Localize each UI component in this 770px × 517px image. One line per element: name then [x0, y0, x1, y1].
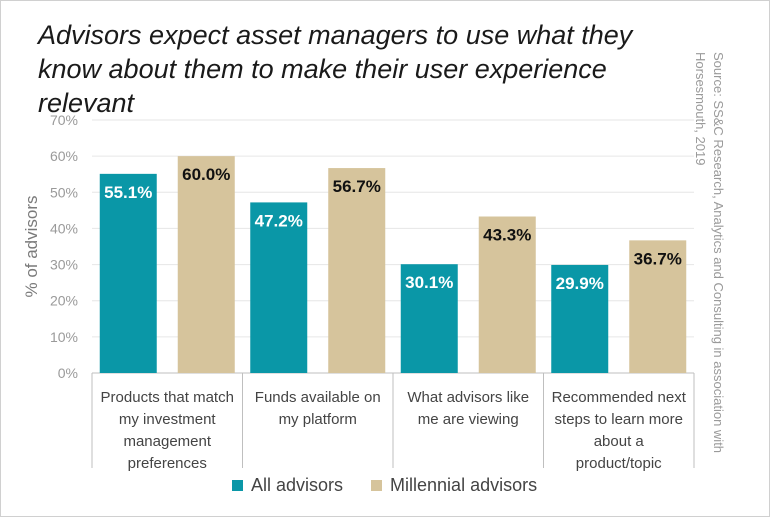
y-tick-label: 40%: [50, 220, 78, 236]
y-axis-label: % of advisors: [22, 195, 41, 297]
legend-item-all-advisors: All advisors: [232, 475, 343, 496]
bar-millennial-advisors: [478, 216, 536, 373]
chart-title: Advisors expect asset managers to use wh…: [38, 20, 633, 118]
bar-millennial-advisors: [177, 156, 235, 373]
data-label: 36.7%: [634, 249, 682, 268]
data-label: 55.1%: [104, 183, 152, 202]
x-tick-label: my investment: [119, 411, 217, 428]
x-tick-label: Recommended next: [552, 389, 687, 406]
x-tick-label: steps to learn more: [555, 411, 683, 428]
legend-label-all-advisors: All advisors: [251, 475, 344, 495]
legend-swatch-all-advisors: [232, 480, 243, 491]
chart-legend: All advisors Millennial advisors: [232, 475, 565, 496]
x-tick-label: my platform: [279, 411, 357, 428]
data-label: 29.9%: [556, 274, 604, 293]
bar-millennial-advisors: [328, 168, 386, 373]
data-label: 56.7%: [333, 177, 381, 196]
y-tick-label: 0%: [58, 365, 78, 381]
bar-all-advisors: [551, 264, 609, 373]
y-tick-label: 50%: [50, 184, 78, 200]
legend-item-millennial-advisors: Millennial advisors: [371, 475, 537, 496]
y-tick-label: 30%: [50, 257, 78, 273]
data-label: 43.3%: [483, 226, 531, 245]
x-tick-label: product/topic: [576, 455, 662, 472]
x-tick-label: Funds available on: [255, 389, 381, 406]
x-tick-label: preferences: [128, 455, 207, 472]
x-tick-label: management: [123, 433, 211, 450]
y-tick-label: 60%: [50, 148, 78, 164]
data-label: 60.0%: [182, 165, 230, 184]
y-tick-label: 70%: [50, 112, 78, 128]
legend-swatch-millennial-advisors: [371, 480, 383, 491]
data-label: 47.2%: [255, 211, 303, 230]
legend-label-millennial-advisors: Millennial advisors: [390, 475, 538, 495]
bar-millennial-advisors: [629, 240, 687, 373]
data-label: 30.1%: [405, 273, 453, 292]
y-tick-label: 20%: [50, 293, 78, 309]
x-tick-label: Products that match: [101, 389, 234, 406]
y-tick-label: 10%: [50, 329, 78, 345]
x-tick-label: about a: [594, 433, 645, 450]
x-tick-label: me are viewing: [418, 411, 519, 428]
bar-all-advisors: [250, 202, 308, 373]
x-tick-label: What advisors like: [407, 389, 529, 406]
bar-all-advisors: [99, 173, 157, 373]
bar-all-advisors: [400, 264, 458, 373]
